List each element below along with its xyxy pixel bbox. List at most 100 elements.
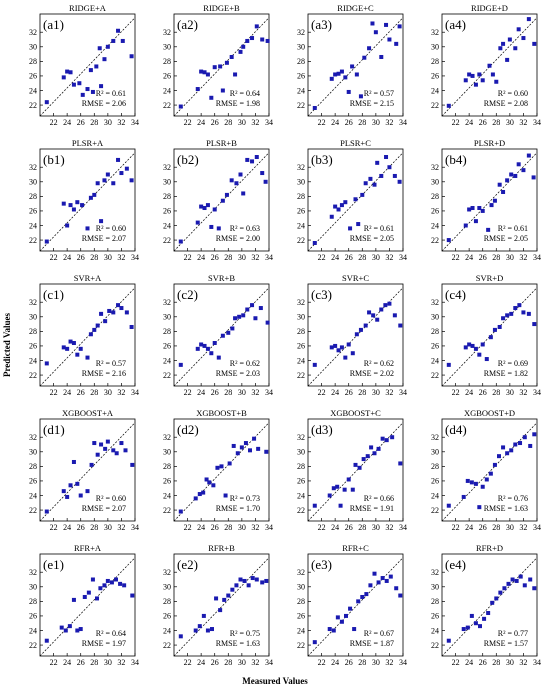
data-point xyxy=(197,624,202,629)
data-point xyxy=(250,576,255,581)
y-tick-label: 32 xyxy=(29,163,37,172)
y-tick-label: 26 xyxy=(163,207,171,216)
data-point xyxy=(77,81,82,86)
x-tick-label: 30 xyxy=(372,658,380,667)
data-point xyxy=(230,326,235,331)
data-point xyxy=(384,578,389,583)
x-tick-label: 26 xyxy=(211,523,219,532)
data-point xyxy=(229,178,234,183)
x-tick-label: 28 xyxy=(90,523,98,532)
x-tick-label: 32 xyxy=(117,658,125,667)
data-point xyxy=(469,480,474,485)
data-point xyxy=(122,583,127,588)
data-point xyxy=(335,484,340,489)
x-tick-label: 24 xyxy=(63,523,71,532)
data-point xyxy=(220,333,225,338)
y-tick-label: 28 xyxy=(431,462,439,471)
x-tick-label: 30 xyxy=(506,658,514,667)
data-point xyxy=(350,487,355,492)
data-point xyxy=(473,621,478,626)
data-point xyxy=(397,24,402,29)
data-point xyxy=(107,308,112,313)
x-tick-label: 24 xyxy=(197,253,205,262)
r-squared-label: R² = 0.60 xyxy=(498,89,528,98)
data-point xyxy=(513,306,518,311)
x-tick-label: 28 xyxy=(224,658,232,667)
data-point xyxy=(234,181,239,186)
data-point xyxy=(384,22,389,27)
panel-d1: XGBOOST+A 22 24 26 28 30 32 34 22 24 26 28 30 32 (d1) R… xyxy=(29,408,139,532)
data-point xyxy=(526,17,531,22)
data-point xyxy=(120,38,125,43)
data-point xyxy=(498,46,503,51)
panel-b3: PLSR+C 22 24 26 28 30 32 34 22 24 26 28 30 32 (b3) R² =… xyxy=(297,138,407,262)
data-point xyxy=(513,46,518,51)
panel-e2: RFR+B 22 24 26 28 30 32 34 22 24 26 28 30 32 (e2) R² = … xyxy=(163,543,273,667)
data-point xyxy=(526,311,531,316)
one-to-one-line xyxy=(441,152,538,252)
rmse-label: RMSE = 2.15 xyxy=(350,99,394,108)
y-tick-label: 22 xyxy=(163,236,171,245)
x-tick-label: 24 xyxy=(331,118,339,127)
y-tick-label: 24 xyxy=(29,491,37,500)
rmse-label: RMSE = 1.70 xyxy=(216,504,260,513)
x-tick-label: 34 xyxy=(265,523,273,532)
y-tick-label: 30 xyxy=(297,448,305,457)
data-point xyxy=(368,583,373,588)
data-point xyxy=(97,46,102,51)
data-point xyxy=(446,238,451,243)
data-point xyxy=(361,457,366,462)
one-to-one-line xyxy=(173,557,270,657)
rmse-label: RMSE = 1.87 xyxy=(350,639,394,648)
x-tick-label: 32 xyxy=(385,523,393,532)
y-tick-label: 24 xyxy=(431,86,439,95)
data-point xyxy=(478,624,482,629)
data-point xyxy=(521,36,526,41)
x-tick-label: 26 xyxy=(77,253,85,262)
data-point xyxy=(205,628,210,633)
y-tick-label: 24 xyxy=(163,626,171,635)
y-tick-label: 28 xyxy=(163,57,171,66)
data-point xyxy=(238,577,243,582)
data-point xyxy=(118,581,123,586)
one-to-one-line xyxy=(441,557,538,657)
data-point xyxy=(488,335,493,340)
data-point xyxy=(327,493,332,498)
data-point xyxy=(233,72,238,77)
y-tick-label: 28 xyxy=(163,597,171,606)
y-tick-label: 26 xyxy=(29,477,37,486)
r-squared-label: R² = 0.61 xyxy=(96,89,126,98)
data-point xyxy=(376,446,381,451)
data-point xyxy=(85,87,90,92)
one-to-one-line xyxy=(307,152,404,252)
data-point xyxy=(231,443,236,448)
data-point xyxy=(522,583,527,588)
rmse-label: RMSE = 2.05 xyxy=(484,234,528,243)
y-tick-label: 32 xyxy=(29,28,37,37)
panel-frame xyxy=(39,418,136,522)
data-point xyxy=(336,71,341,76)
data-point xyxy=(312,105,317,110)
data-point xyxy=(44,638,49,643)
y-tick-label: 26 xyxy=(431,477,439,486)
x-tick-label: 34 xyxy=(265,388,273,397)
panel-title: RIDGE+C xyxy=(337,3,374,13)
data-point xyxy=(222,597,227,602)
data-point xyxy=(343,200,348,205)
data-point xyxy=(61,201,66,206)
rmse-label: RMSE = 2.00 xyxy=(216,234,260,243)
rmse-label: RMSE = 1.91 xyxy=(350,504,394,513)
data-point xyxy=(380,436,385,441)
data-point xyxy=(488,471,493,476)
data-point xyxy=(212,65,217,70)
panel-title: PLSR+B xyxy=(206,138,237,148)
data-point xyxy=(339,69,344,74)
data-point xyxy=(384,438,389,443)
data-point xyxy=(376,580,381,585)
data-point xyxy=(470,343,475,348)
r-squared-label: R² = 0.75 xyxy=(230,629,260,638)
y-tick-label: 32 xyxy=(431,163,439,172)
x-tick-label: 28 xyxy=(224,388,232,397)
panel-title: RIDGE+A xyxy=(69,3,107,13)
data-point xyxy=(336,348,341,353)
